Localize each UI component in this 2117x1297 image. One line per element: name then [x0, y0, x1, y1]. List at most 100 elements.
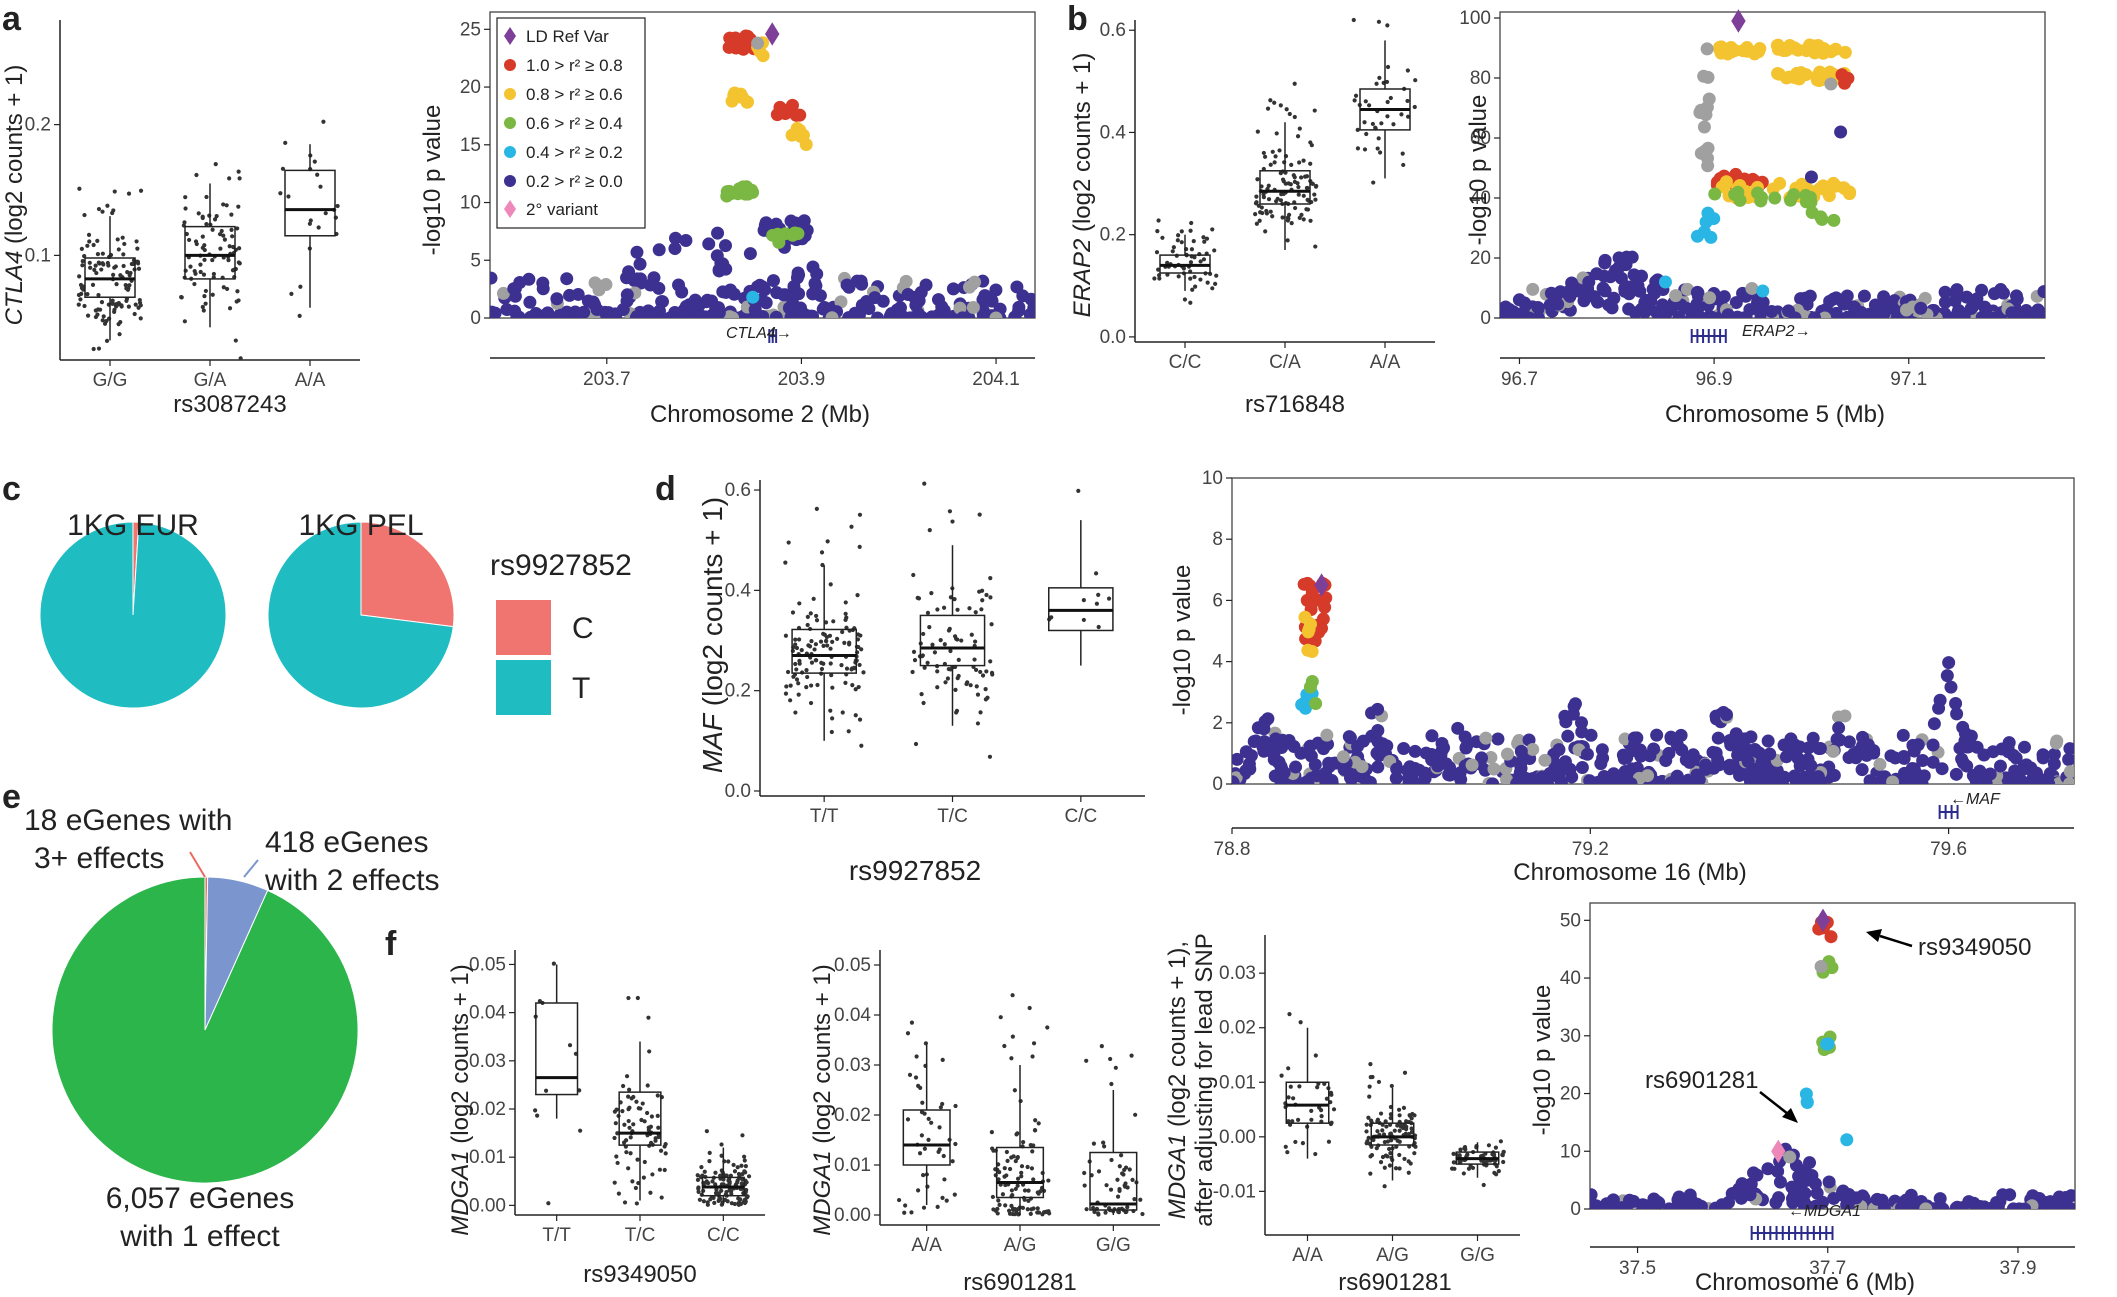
- b_box-point: [1379, 121, 1384, 126]
- d_loc-snp-point: [1491, 732, 1505, 746]
- a_loc-snp-point: [630, 309, 644, 318]
- a_loc-snp-point: [722, 40, 736, 54]
- d_box-point: [794, 677, 800, 682]
- f_box2-point: [1026, 1188, 1031, 1193]
- a_box-point: [126, 304, 131, 309]
- d_loc-snp-point: [1874, 774, 1888, 784]
- f_box3-point: [1366, 1115, 1371, 1120]
- f_box1-point: [701, 1199, 706, 1204]
- d_box-point: [839, 663, 844, 668]
- d_box-point: [1093, 571, 1099, 576]
- a_loc-snp-point: [794, 306, 808, 318]
- d_loc-snp-point: [1363, 775, 1377, 784]
- d_box-point: [988, 659, 993, 664]
- f_box3-x-tick: A/G: [1376, 1245, 1409, 1266]
- f_box3-point: [1486, 1143, 1492, 1148]
- a_loc-snp-point: [753, 278, 767, 292]
- b_box-point: [1304, 185, 1310, 191]
- f_loc-snp-point: [1773, 1175, 1787, 1189]
- f_box2-point: [937, 1125, 942, 1130]
- a_loc-snp-point: [870, 311, 884, 318]
- f_box1-point: [642, 1159, 647, 1165]
- f_box3-point: [1326, 1139, 1332, 1144]
- b_loc-snp-point: [1788, 311, 1802, 318]
- d_box-point: [987, 754, 993, 759]
- b_box-point: [1297, 126, 1302, 131]
- b_box-point: [1176, 274, 1181, 279]
- d_loc-snp-point: [1301, 643, 1315, 657]
- d_loc-snp-point: [1486, 777, 1500, 784]
- f_box3-point: [1287, 1012, 1292, 1017]
- a_box-point: [201, 272, 207, 277]
- b_loc-snp-point: [1841, 71, 1855, 85]
- f-boxplot-3: -0.01 0.00 0.01 0.02 0.03 A/A A/G G/G MDGA1 (lo…: [1164, 933, 1520, 1296]
- d_loc-snp-point: [1526, 742, 1540, 756]
- d_box-point: [973, 667, 979, 673]
- f_box1-point: [746, 1174, 752, 1179]
- a_loc-snp-point: [756, 49, 770, 63]
- d_box-point: [983, 687, 988, 692]
- f_box2-point: [989, 1130, 994, 1135]
- f_box2-point: [997, 1202, 1002, 1207]
- f_box3-point: [1300, 1140, 1306, 1146]
- e-label-one-a: 6,057 eGenes: [106, 1182, 294, 1215]
- b_loc-snp-point: [2037, 285, 2045, 299]
- f_box3-point: [1380, 1128, 1385, 1133]
- d_box-x-tick: T/T: [810, 806, 839, 827]
- d_loc-snp-point: [1289, 760, 1303, 774]
- e-label-two-a: 418 eGenes: [265, 826, 428, 859]
- f_box1-x-tick: T/C: [625, 1225, 656, 1246]
- a_box-point: [236, 260, 241, 265]
- b_box-point: [1154, 250, 1160, 255]
- a_box-point: [221, 202, 226, 207]
- f_loc-snp-point: [1895, 1201, 1909, 1209]
- a_loc-snp-point: [936, 308, 950, 318]
- f_box2-point: [991, 1207, 996, 1212]
- f_box2-point: [1025, 1164, 1030, 1170]
- d_loc-points: [1232, 576, 2074, 784]
- f_box2-point: [914, 1054, 919, 1059]
- f_box3-point: [1402, 1070, 1408, 1075]
- f_box1-point: [659, 1195, 664, 1200]
- a_box-point: [112, 189, 117, 194]
- b_loc-snp-point: [1699, 108, 1713, 122]
- b_box-point: [1376, 136, 1381, 141]
- a_box-point: [133, 302, 138, 307]
- b_loc-snp-point: [1771, 67, 1785, 81]
- d_box-point: [843, 611, 848, 616]
- f_box3-point: [1409, 1116, 1414, 1121]
- a_box-point: [200, 304, 205, 310]
- f-loc-ylabel: -log10 p value: [1529, 985, 1556, 1136]
- a_box-point: [85, 291, 90, 297]
- legend-r2-08-06: 0.8 > r² ≥ 0.6: [526, 85, 623, 104]
- legend-r2-10-08: 1.0 > r² ≥ 0.8: [526, 56, 623, 75]
- a_loc-y-tick: 25: [460, 19, 481, 40]
- f_box2-point: [1036, 1210, 1042, 1215]
- d_loc-snp-point: [1669, 734, 1683, 748]
- b_box-point: [1304, 174, 1310, 179]
- d_box-point: [829, 673, 834, 678]
- a_box-point: [297, 313, 302, 318]
- f_box2-point: [1115, 1177, 1120, 1182]
- b_box-point: [1370, 121, 1375, 127]
- b_loc-snp-point: [1729, 296, 1743, 310]
- a_box-point: [218, 246, 223, 251]
- a_loc-snp-point: [1027, 301, 1035, 315]
- a_loc-snp-point: [679, 234, 693, 248]
- b_box-point: [1193, 284, 1198, 289]
- f_box2-point: [1013, 1186, 1018, 1192]
- d_loc-snp-point: [1683, 755, 1697, 769]
- d_loc-snp-point: [1303, 680, 1317, 694]
- f_box3-point: [1313, 1151, 1318, 1157]
- d_box-point: [1106, 596, 1112, 601]
- a_loc-snp-point: [569, 306, 583, 318]
- b_box-point: [1378, 150, 1383, 155]
- b_box-point: [1155, 228, 1160, 234]
- f_loc-snp-point: [1822, 1175, 1836, 1189]
- a_loc-snp-point: [490, 311, 498, 318]
- a_box-point: [90, 282, 96, 288]
- d_box-point: [846, 729, 851, 734]
- f_box2-point: [1032, 1128, 1038, 1133]
- d_box-point: [850, 683, 855, 688]
- d_box-point: [935, 607, 940, 612]
